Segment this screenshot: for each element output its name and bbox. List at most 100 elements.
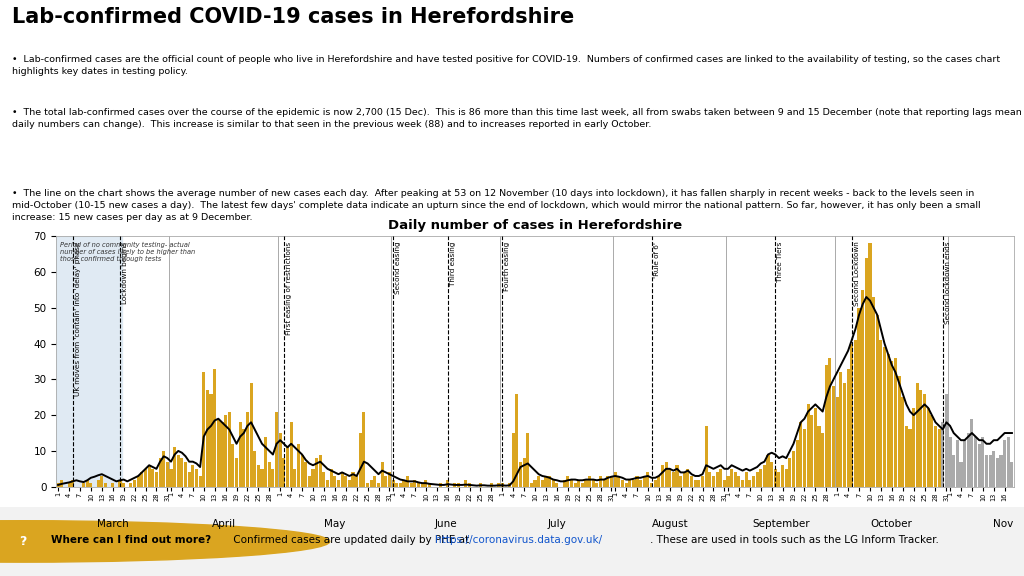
Bar	[665, 462, 668, 487]
Text: •  The total lab-confirmed cases over the course of the epidemic is now 2,700 (1: • The total lab-confirmed cases over the…	[12, 108, 1022, 129]
Bar	[388, 472, 391, 487]
Bar	[250, 383, 253, 487]
Bar	[992, 451, 995, 487]
Bar	[734, 472, 737, 487]
Bar	[479, 483, 482, 487]
Bar	[136, 476, 140, 487]
Text: First easing of restrictions: First easing of restrictions	[286, 241, 292, 335]
Bar	[100, 476, 103, 487]
Bar	[995, 458, 999, 487]
Bar	[625, 483, 628, 487]
Bar	[669, 469, 672, 487]
Bar	[227, 412, 230, 487]
Bar	[275, 412, 279, 487]
Text: •  Lab-confirmed cases are the official count of people who live in Herefordshir: • Lab-confirmed cases are the official c…	[12, 55, 1000, 76]
Bar	[712, 476, 715, 487]
Bar	[326, 480, 329, 487]
Bar	[231, 444, 234, 487]
Bar	[920, 390, 923, 487]
Bar	[719, 469, 722, 487]
Bar	[220, 422, 223, 487]
Bar	[180, 458, 183, 487]
Bar	[683, 472, 686, 487]
Bar	[315, 458, 318, 487]
Text: Confirmed cases are updated daily by PHE at: Confirmed cases are updated daily by PHE…	[230, 535, 473, 545]
Bar	[872, 297, 876, 487]
Bar	[195, 469, 198, 487]
Bar	[501, 483, 504, 487]
Bar	[800, 422, 803, 487]
Bar	[709, 472, 712, 487]
Bar	[676, 465, 679, 487]
Bar	[915, 383, 919, 487]
Bar	[774, 469, 777, 487]
Bar	[155, 472, 158, 487]
Bar	[519, 462, 522, 487]
Bar	[730, 469, 733, 487]
Bar	[457, 483, 460, 487]
Bar	[693, 480, 696, 487]
Bar	[538, 476, 541, 487]
Bar	[177, 454, 180, 487]
Bar	[763, 465, 766, 487]
Bar	[391, 480, 394, 487]
Bar	[767, 454, 770, 487]
Bar	[56, 236, 122, 487]
Text: Three Tiers: Three Tiers	[777, 241, 783, 282]
Bar	[952, 454, 955, 487]
Bar	[300, 454, 303, 487]
Bar	[603, 480, 606, 487]
Bar	[752, 476, 755, 487]
Bar	[355, 476, 358, 487]
Bar	[348, 480, 351, 487]
Bar	[941, 422, 944, 487]
Bar	[166, 462, 169, 487]
Bar	[147, 465, 151, 487]
Bar	[271, 469, 274, 487]
Bar	[817, 426, 820, 487]
Bar	[847, 369, 850, 487]
Bar	[894, 358, 897, 487]
Text: UK moves from 'contain' into 'delay' phase: UK moves from 'contain' into 'delay' pha…	[75, 241, 81, 396]
Bar	[865, 257, 868, 487]
Bar	[821, 433, 824, 487]
Bar	[304, 462, 307, 487]
Bar	[737, 476, 740, 487]
Bar	[162, 451, 165, 487]
Bar	[217, 419, 220, 487]
Bar	[239, 422, 242, 487]
Bar	[260, 469, 263, 487]
Bar	[293, 469, 296, 487]
Bar	[562, 480, 565, 487]
Text: Fourth easing: Fourth easing	[505, 241, 510, 291]
Bar	[981, 437, 984, 487]
Bar	[140, 472, 143, 487]
Bar	[213, 369, 216, 487]
Bar	[660, 465, 664, 487]
Bar	[643, 476, 646, 487]
Bar	[573, 483, 577, 487]
Bar	[945, 393, 948, 487]
Bar	[967, 433, 970, 487]
Bar	[697, 480, 700, 487]
Bar	[938, 430, 941, 487]
Bar	[959, 462, 963, 487]
Bar	[169, 469, 172, 487]
Bar	[833, 386, 836, 487]
Bar	[311, 469, 314, 487]
Bar	[541, 480, 544, 487]
Bar	[628, 480, 631, 487]
Bar	[60, 480, 63, 487]
Bar	[71, 480, 75, 487]
Bar	[723, 480, 726, 487]
Bar	[595, 483, 598, 487]
Bar	[286, 448, 289, 487]
Text: Lockdown begins: Lockdown begins	[122, 241, 128, 304]
Bar	[792, 451, 795, 487]
Bar	[807, 404, 810, 487]
Bar	[199, 476, 202, 487]
Bar	[963, 440, 967, 487]
Bar	[341, 472, 344, 487]
Bar	[515, 393, 518, 487]
Bar	[337, 480, 340, 487]
